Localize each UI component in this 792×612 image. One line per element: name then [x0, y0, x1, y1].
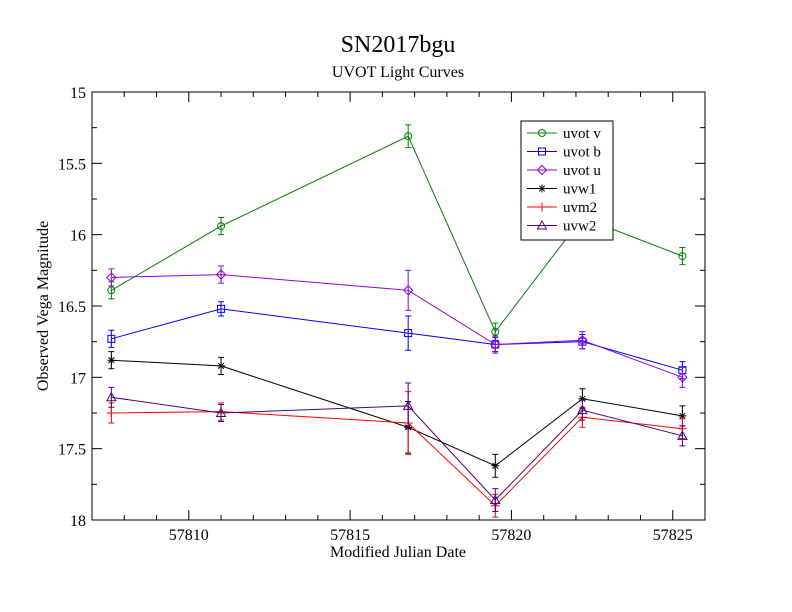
- series-line-uvw1: [111, 359, 683, 467]
- series-line-uvw2: [111, 396, 683, 501]
- error-bar-uvw2: [579, 399, 586, 421]
- data-point-uvm2: [106, 408, 116, 418]
- data-point-uvot-v: [217, 222, 226, 231]
- data-point-uvw1: [217, 361, 226, 370]
- error-bar-uvw2: [108, 386, 115, 408]
- legend-label-uvot-u: uvot u: [563, 163, 601, 179]
- x-tick-label: 57815: [330, 527, 370, 544]
- error-bar-uvot-u: [108, 268, 115, 287]
- error-bar-uvw2: [679, 425, 686, 447]
- chart-title: SN2017bgu: [341, 32, 456, 58]
- chart-subtitle: UVOT Light Curves: [332, 64, 464, 81]
- legend-label-uvw2: uvw2: [563, 219, 596, 235]
- data-point-uvot-u: [402, 285, 414, 296]
- x-tick-label: 57810: [169, 527, 209, 544]
- legend-marker-uvot-b: [538, 147, 546, 156]
- y-tick-label: 17: [70, 370, 86, 387]
- data-point-uvot-u: [215, 269, 227, 280]
- data-point-uvot-u: [106, 272, 117, 283]
- legend-label-uvot-b: uvot b: [563, 145, 601, 161]
- y-tick-label: 16.5: [58, 299, 86, 316]
- series-line-uvm2: [111, 411, 683, 507]
- legend-marker-uvot-v: [538, 129, 546, 137]
- x-axis-label: Modified Julian Date: [330, 544, 466, 561]
- error-bar-uvot-b: [405, 315, 412, 351]
- error-bar-uvot-u: [218, 265, 225, 284]
- data-point-uvot-u: [677, 372, 688, 383]
- data-point-uvw2: [677, 430, 688, 440]
- legend-label-uvw1: uvw1: [563, 182, 596, 198]
- plot-area: 57810 57815 57820 57825 15 15.5 16 16.5 17 17.5 18: [58, 85, 706, 544]
- series-line-uvot-b: [111, 308, 683, 371]
- y-axis-label: Observed Vega Magnitude: [35, 221, 52, 391]
- x-tick-label: 57820: [491, 527, 531, 544]
- error-bar-uvot-u: [405, 269, 412, 311]
- data-point-uvw2: [106, 391, 117, 402]
- data-point-uvw2: [489, 494, 501, 505]
- error-bar-uvot-u: [679, 366, 686, 388]
- error-bar-uvw2: [218, 403, 225, 423]
- legend-label-uvot-v: uvot v: [563, 126, 601, 142]
- y-tick-label: 17.5: [58, 442, 86, 459]
- data-point-uvw1: [107, 356, 116, 365]
- y-tick-label: 15: [70, 85, 86, 102]
- data-point-uvot-v: [491, 327, 500, 336]
- data-point-uvw2: [402, 400, 414, 410]
- data-point-uvot-u: [490, 339, 501, 350]
- y-tick-label: 15.5: [58, 156, 86, 173]
- error-bar-uvot-u: [492, 335, 499, 354]
- data-point-uvot-u: [577, 335, 588, 346]
- data-point-uvw1: [491, 461, 500, 470]
- y-tick-label: 16: [70, 228, 86, 245]
- legend-marker-uvot-u: [536, 164, 548, 176]
- x-tick-label: 57825: [653, 527, 693, 544]
- error-bar-uvot-b: [108, 329, 115, 348]
- legend: uvot v uvot b uvot u uvw1 uvm2 uvw2: [520, 120, 614, 241]
- error-bar-uvot-b: [218, 301, 225, 317]
- data-point-uvw2: [215, 407, 227, 417]
- legend-marker-uvw2: [536, 219, 548, 230]
- legend-marker-uvm2: [537, 202, 547, 212]
- legend-marker-uvw1: [538, 184, 546, 193]
- data-point-uvot-v: [678, 252, 687, 261]
- data-point-uvw1: [678, 411, 687, 420]
- error-bar-uvot-u: [579, 331, 586, 350]
- error-bar-uvot-v: [218, 217, 225, 236]
- error-bar-uvw2: [492, 488, 499, 512]
- data-point-uvot-b: [107, 334, 116, 343]
- data-point-uvot-b: [217, 304, 226, 313]
- series-line-uvot-u: [111, 274, 683, 378]
- error-bar-uvot-v: [405, 124, 412, 149]
- data-point-uvw1: [578, 394, 587, 403]
- error-bar-uvw2: [405, 382, 412, 430]
- y-tick-label: 18: [70, 513, 86, 530]
- legend-box: [520, 120, 614, 241]
- error-bar-uvot-v: [679, 247, 686, 266]
- data-point-uvw2: [577, 404, 588, 415]
- data-point-uvot-v: [107, 286, 116, 295]
- data-point-uvot-b: [404, 329, 413, 338]
- legend-label-uvm2: uvm2: [563, 200, 597, 216]
- data-point-uvot-v: [404, 132, 413, 141]
